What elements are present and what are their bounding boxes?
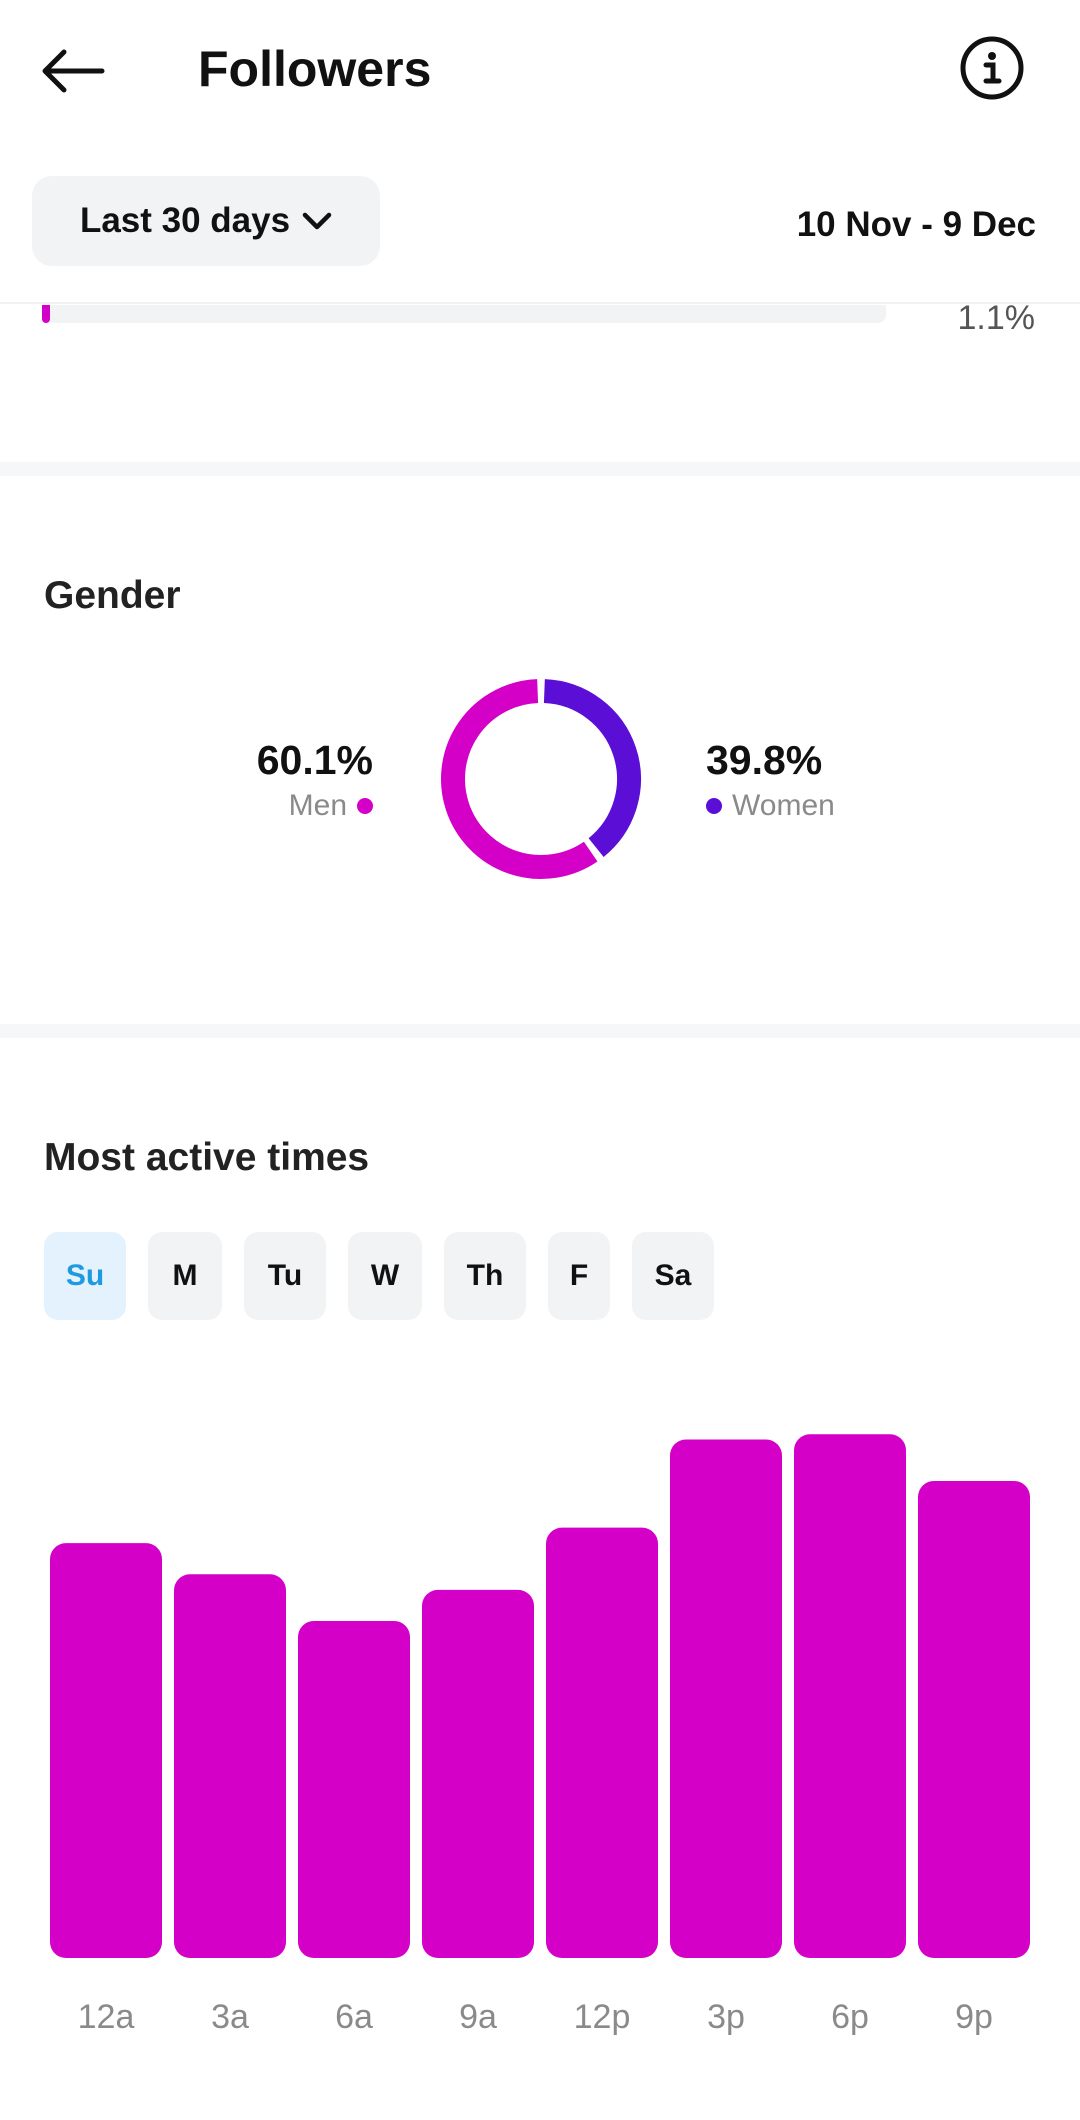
gender-donut-chart — [441, 679, 641, 879]
date-range-dropdown-label: Last 30 days — [79, 201, 291, 240]
bar-9p[interactable] — [918, 1480, 1030, 1958]
x-tick-label: 3p — [707, 1998, 745, 2036]
active-times-title: Most active times — [44, 1136, 370, 1179]
day-tab-m[interactable]: M — [148, 1232, 222, 1320]
chevron-down-icon — [302, 212, 332, 230]
bar-9a[interactable] — [422, 1589, 534, 1958]
x-tick-label: 3a — [211, 1998, 249, 2036]
donut-slice-women — [543, 679, 641, 857]
day-tab-f[interactable]: F — [548, 1232, 610, 1320]
header: Followers — [0, 0, 1080, 140]
gender-women: 39.8% Women — [706, 734, 835, 826]
gender-title: Gender — [44, 574, 181, 617]
divider — [0, 302, 1080, 304]
day-tab-tu[interactable]: Tu — [244, 1232, 326, 1320]
women-label: Women — [732, 789, 835, 822]
date-range-dropdown[interactable]: Last 30 days — [32, 176, 380, 266]
bar-6p[interactable] — [794, 1434, 906, 1958]
info-icon — [960, 36, 1024, 100]
x-tick-label: 9p — [955, 1998, 993, 2036]
x-tick-label: 12p — [574, 1998, 631, 2036]
donut-slice-men — [441, 679, 598, 879]
active-times-bar-chart: 12a 3a 6a 9a 12p 3p 6p 9p — [50, 1434, 1030, 2036]
page-title: Followers — [198, 41, 432, 97]
bar-6a[interactable] — [298, 1620, 410, 1958]
info-button[interactable] — [958, 34, 1026, 102]
day-tab-w[interactable]: W — [348, 1232, 422, 1320]
date-range-text: 10 Nov - 9 Dec — [796, 205, 1036, 244]
bar-3a[interactable] — [174, 1574, 286, 1958]
progress-track — [42, 305, 886, 323]
gender-men: 60.1% Men — [257, 734, 373, 826]
section-separator — [0, 462, 1080, 476]
section-separator — [0, 1024, 1080, 1038]
men-label: Men — [288, 789, 347, 822]
x-tick-label: 12a — [78, 1998, 135, 2036]
bar-3p[interactable] — [670, 1439, 782, 1958]
women-percentage: 39.8% — [706, 737, 823, 783]
day-tabs: Su M Tu W Th F Sa — [44, 1232, 736, 1320]
men-dot — [357, 798, 373, 814]
day-tab-sa[interactable]: Sa — [632, 1232, 714, 1320]
men-legend: Men — [257, 786, 373, 826]
day-tab-th[interactable]: Th — [444, 1232, 526, 1320]
x-tick-label: 6p — [831, 1998, 869, 2036]
progress-value: 1.1% — [957, 299, 1036, 337]
bar-12a[interactable] — [50, 1543, 162, 1958]
x-tick-label: 6a — [335, 1998, 373, 2036]
day-tab-su[interactable]: Su — [44, 1232, 126, 1320]
back-arrow-icon — [42, 49, 105, 93]
women-legend: Women — [706, 786, 835, 826]
men-percentage: 60.1% — [256, 737, 373, 783]
x-tick-label: 9a — [459, 1998, 497, 2036]
back-button[interactable] — [40, 36, 120, 106]
women-dot — [706, 798, 722, 814]
bar-12p[interactable] — [546, 1527, 658, 1958]
progress-fill — [42, 305, 50, 323]
